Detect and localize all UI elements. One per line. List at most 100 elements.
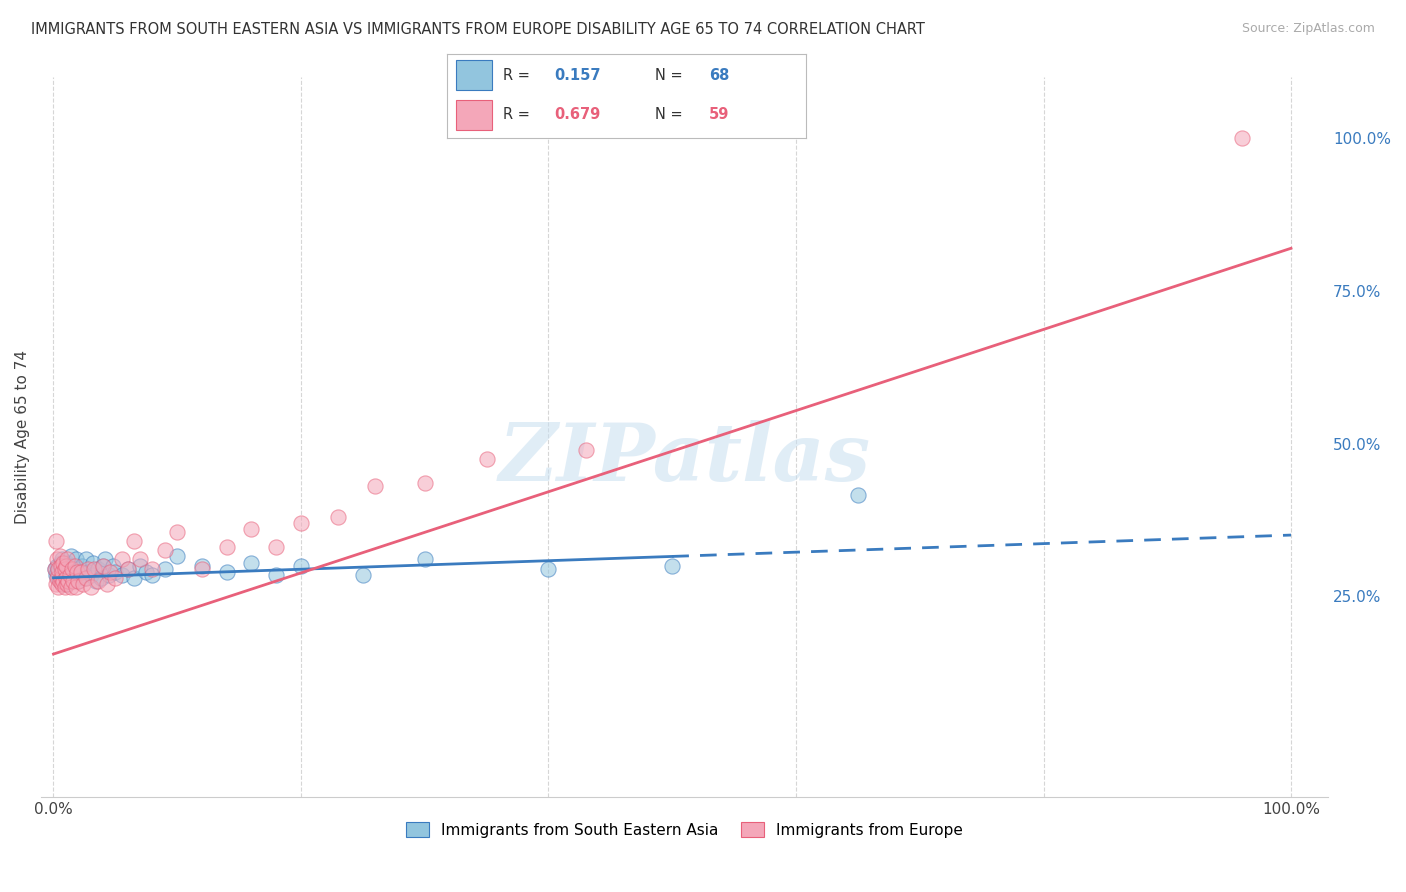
Point (59, 580, 82, 594)
Point (1230, 131, 1253, 145)
Point (352, 567, 374, 582)
Point (98, 567, 121, 582)
Point (69, 565, 91, 579)
Point (44, 561, 66, 575)
Point (51, 577, 73, 591)
Point (52, 574, 75, 588)
Point (44, 561, 66, 575)
Point (72, 577, 94, 591)
Point (49, 567, 72, 582)
Point (59, 549, 82, 564)
Point (49, 558, 72, 573)
Point (48, 580, 70, 594)
Point (56, 556, 79, 570)
Text: ZIPatlas: ZIPatlas (499, 420, 870, 498)
Point (66, 567, 89, 582)
Point (49, 571, 72, 585)
Bar (456, 61, 492, 90)
Point (65, 552, 87, 566)
Legend: Immigrants from South Eastern Asia, Immigrants from Europe: Immigrants from South Eastern Asia, Immi… (399, 816, 970, 844)
Point (48, 574, 70, 588)
Point (60, 561, 83, 575)
Point (45, 567, 67, 582)
Point (122, 571, 145, 585)
Point (215, 565, 238, 579)
Point (91, 558, 114, 573)
Point (104, 565, 127, 579)
Point (87, 561, 110, 575)
Point (290, 516, 312, 530)
Point (48, 571, 70, 585)
Point (46, 571, 69, 585)
Point (84, 574, 107, 588)
Text: R =: R = (503, 68, 534, 83)
Point (75, 571, 97, 585)
Point (122, 534, 145, 549)
Point (55, 558, 77, 573)
Point (153, 561, 176, 575)
Point (66, 565, 89, 579)
Point (45, 577, 67, 591)
Bar (456, 100, 492, 130)
Point (46, 552, 69, 566)
Point (58, 558, 80, 573)
Point (73, 571, 96, 585)
Point (264, 567, 287, 582)
Point (290, 558, 312, 573)
Point (53, 580, 76, 594)
Point (48, 561, 70, 575)
Point (117, 561, 139, 575)
Point (67, 574, 90, 588)
Point (55, 571, 77, 585)
Point (59, 574, 82, 588)
Point (215, 541, 238, 555)
Point (364, 479, 387, 493)
Text: 68: 68 (709, 68, 730, 83)
Point (56, 552, 79, 566)
Point (91, 558, 114, 573)
Text: R =: R = (503, 107, 534, 122)
Text: N =: N = (655, 68, 688, 83)
Point (49, 556, 72, 570)
Point (79, 567, 101, 582)
Point (67, 574, 90, 588)
Point (101, 558, 124, 573)
Point (191, 558, 214, 573)
Point (69, 567, 91, 582)
Point (575, 442, 598, 457)
Point (110, 552, 132, 566)
Point (413, 552, 436, 566)
Point (69, 561, 91, 575)
Point (240, 556, 263, 570)
Point (51, 571, 73, 585)
Point (58, 567, 80, 582)
Point (104, 571, 127, 585)
Point (48, 558, 70, 573)
Point (166, 549, 188, 564)
Point (846, 488, 869, 502)
Point (75, 552, 97, 566)
Point (55, 561, 77, 575)
Point (264, 541, 287, 555)
Point (83, 561, 105, 575)
Point (46, 558, 69, 573)
Point (55, 571, 77, 585)
Point (87, 574, 110, 588)
Point (129, 558, 152, 573)
Point (46, 565, 69, 579)
Point (55, 577, 77, 591)
Text: 0.157: 0.157 (554, 68, 602, 83)
Point (63, 558, 86, 573)
Point (62, 574, 84, 588)
Point (326, 509, 349, 524)
Point (53, 561, 76, 575)
Point (56, 567, 79, 582)
Point (141, 561, 163, 575)
Point (48, 561, 70, 575)
Point (58, 574, 80, 588)
Point (60, 571, 83, 585)
Point (117, 561, 139, 575)
Point (53, 558, 76, 573)
Point (79, 580, 101, 594)
Point (70, 558, 93, 573)
